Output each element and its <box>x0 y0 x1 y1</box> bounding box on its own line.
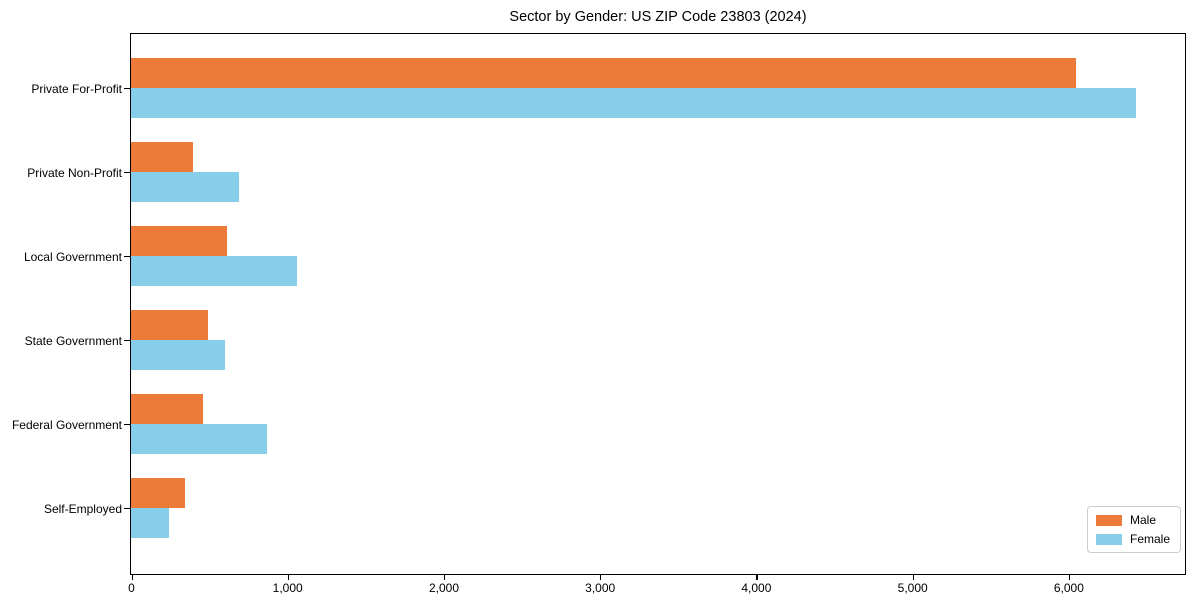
bar-male-2 <box>131 226 228 256</box>
x-tick-mark <box>444 575 446 580</box>
bars-layer <box>131 34 1185 574</box>
x-tick-mark <box>287 575 289 580</box>
y-tick-label: Federal Government <box>11 417 122 432</box>
x-tick-label: 6,000 <box>1053 581 1084 595</box>
plot-area: Male Female <box>130 33 1186 575</box>
x-tick-label: 4,000 <box>741 581 772 595</box>
y-tick-mark <box>124 508 130 510</box>
legend-label: Female <box>1129 532 1170 546</box>
x-tick-mark <box>912 575 914 580</box>
y-tick-label: Private For-Profit <box>31 81 122 96</box>
bar-male-3 <box>131 310 208 340</box>
y-tick-mark <box>124 88 130 90</box>
legend-entry-male: Male <box>1095 513 1170 527</box>
y-tick-mark <box>124 340 130 342</box>
x-tick-label: 1,000 <box>272 581 303 595</box>
y-tick-mark <box>124 256 130 258</box>
y-tick-label: State Government <box>24 333 122 348</box>
x-tick-mark <box>756 575 758 580</box>
bar-female-1 <box>131 172 239 202</box>
bar-male-1 <box>131 142 193 172</box>
bar-female-0 <box>131 88 1136 118</box>
x-tick-mark <box>131 575 133 580</box>
y-tick-mark <box>124 172 130 174</box>
bar-female-5 <box>131 508 169 538</box>
y-tick-label: Self-Employed <box>43 501 122 516</box>
legend: Male Female <box>1086 506 1181 553</box>
legend-label: Male <box>1129 513 1156 527</box>
bar-male-4 <box>131 394 203 424</box>
bar-male-0 <box>131 58 1077 88</box>
x-tick-mark <box>600 575 602 580</box>
legend-entry-female: Female <box>1095 532 1170 546</box>
y-tick-label: Private Non-Profit <box>27 165 122 180</box>
x-tick-label: 3,000 <box>585 581 616 595</box>
bar-male-5 <box>131 478 185 508</box>
x-tick-label: 0 <box>128 581 135 595</box>
legend-swatch-male <box>1095 514 1122 526</box>
legend-swatch-female <box>1095 533 1122 545</box>
x-tick-label: 2,000 <box>428 581 460 595</box>
x-tick-mark <box>1068 575 1071 580</box>
y-tick-mark <box>124 424 130 426</box>
bar-female-3 <box>131 340 225 370</box>
bar-female-2 <box>131 256 297 286</box>
chart-title: Sector by Gender: US ZIP Code 23803 (202… <box>509 9 807 25</box>
x-tick-label: 5,000 <box>897 581 928 595</box>
y-tick-label: Local Government <box>23 249 122 264</box>
bar-female-4 <box>131 424 267 454</box>
